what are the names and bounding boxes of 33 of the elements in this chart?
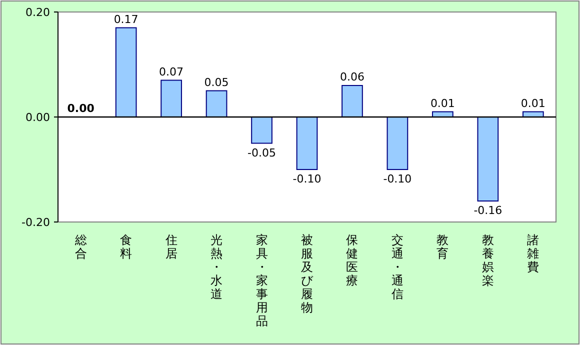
x-tick-label: 教養娯楽 <box>482 233 494 288</box>
data-label: 0.07 <box>159 65 184 78</box>
data-label: 0.01 <box>430 96 455 110</box>
data-label: -0.16 <box>474 204 502 217</box>
bar <box>342 85 363 118</box>
x-tick-label: 諸雑費 <box>527 233 540 274</box>
x-tick-label: 被服及び履物 <box>301 233 314 314</box>
bar <box>115 27 137 118</box>
y-tick-label: -0.20 <box>22 216 50 229</box>
x-tick-label: 交通・通信 <box>391 233 404 301</box>
bar <box>251 116 272 144</box>
data-label: -0.05 <box>248 146 276 160</box>
data-label: 0.00 <box>67 102 95 115</box>
x-tick-label: 総合 <box>74 233 87 260</box>
bar <box>206 90 228 118</box>
data-label: 0.05 <box>204 76 229 89</box>
x-tick-label: 家具・家事用品 <box>256 233 268 328</box>
y-tick-label: 0.20 <box>26 6 50 19</box>
data-label: -0.10 <box>383 172 412 186</box>
x-tick-label: 光熱・水道 <box>210 233 223 301</box>
data-label: 0.01 <box>520 96 546 110</box>
bar <box>296 116 318 170</box>
bar <box>386 116 408 170</box>
bar <box>477 116 499 202</box>
x-tick-label: 食料 <box>120 233 132 260</box>
y-tick-label: 0.00 <box>26 110 50 124</box>
x-tick-label: 住居 <box>164 233 178 260</box>
x-tick-label: 保健医療 <box>346 233 358 288</box>
data-label: -0.10 <box>292 172 322 186</box>
bar <box>160 80 182 118</box>
data-label: 0.06 <box>340 70 364 84</box>
data-label: 0.17 <box>114 12 138 26</box>
x-tick-label: 教育 <box>436 233 449 260</box>
